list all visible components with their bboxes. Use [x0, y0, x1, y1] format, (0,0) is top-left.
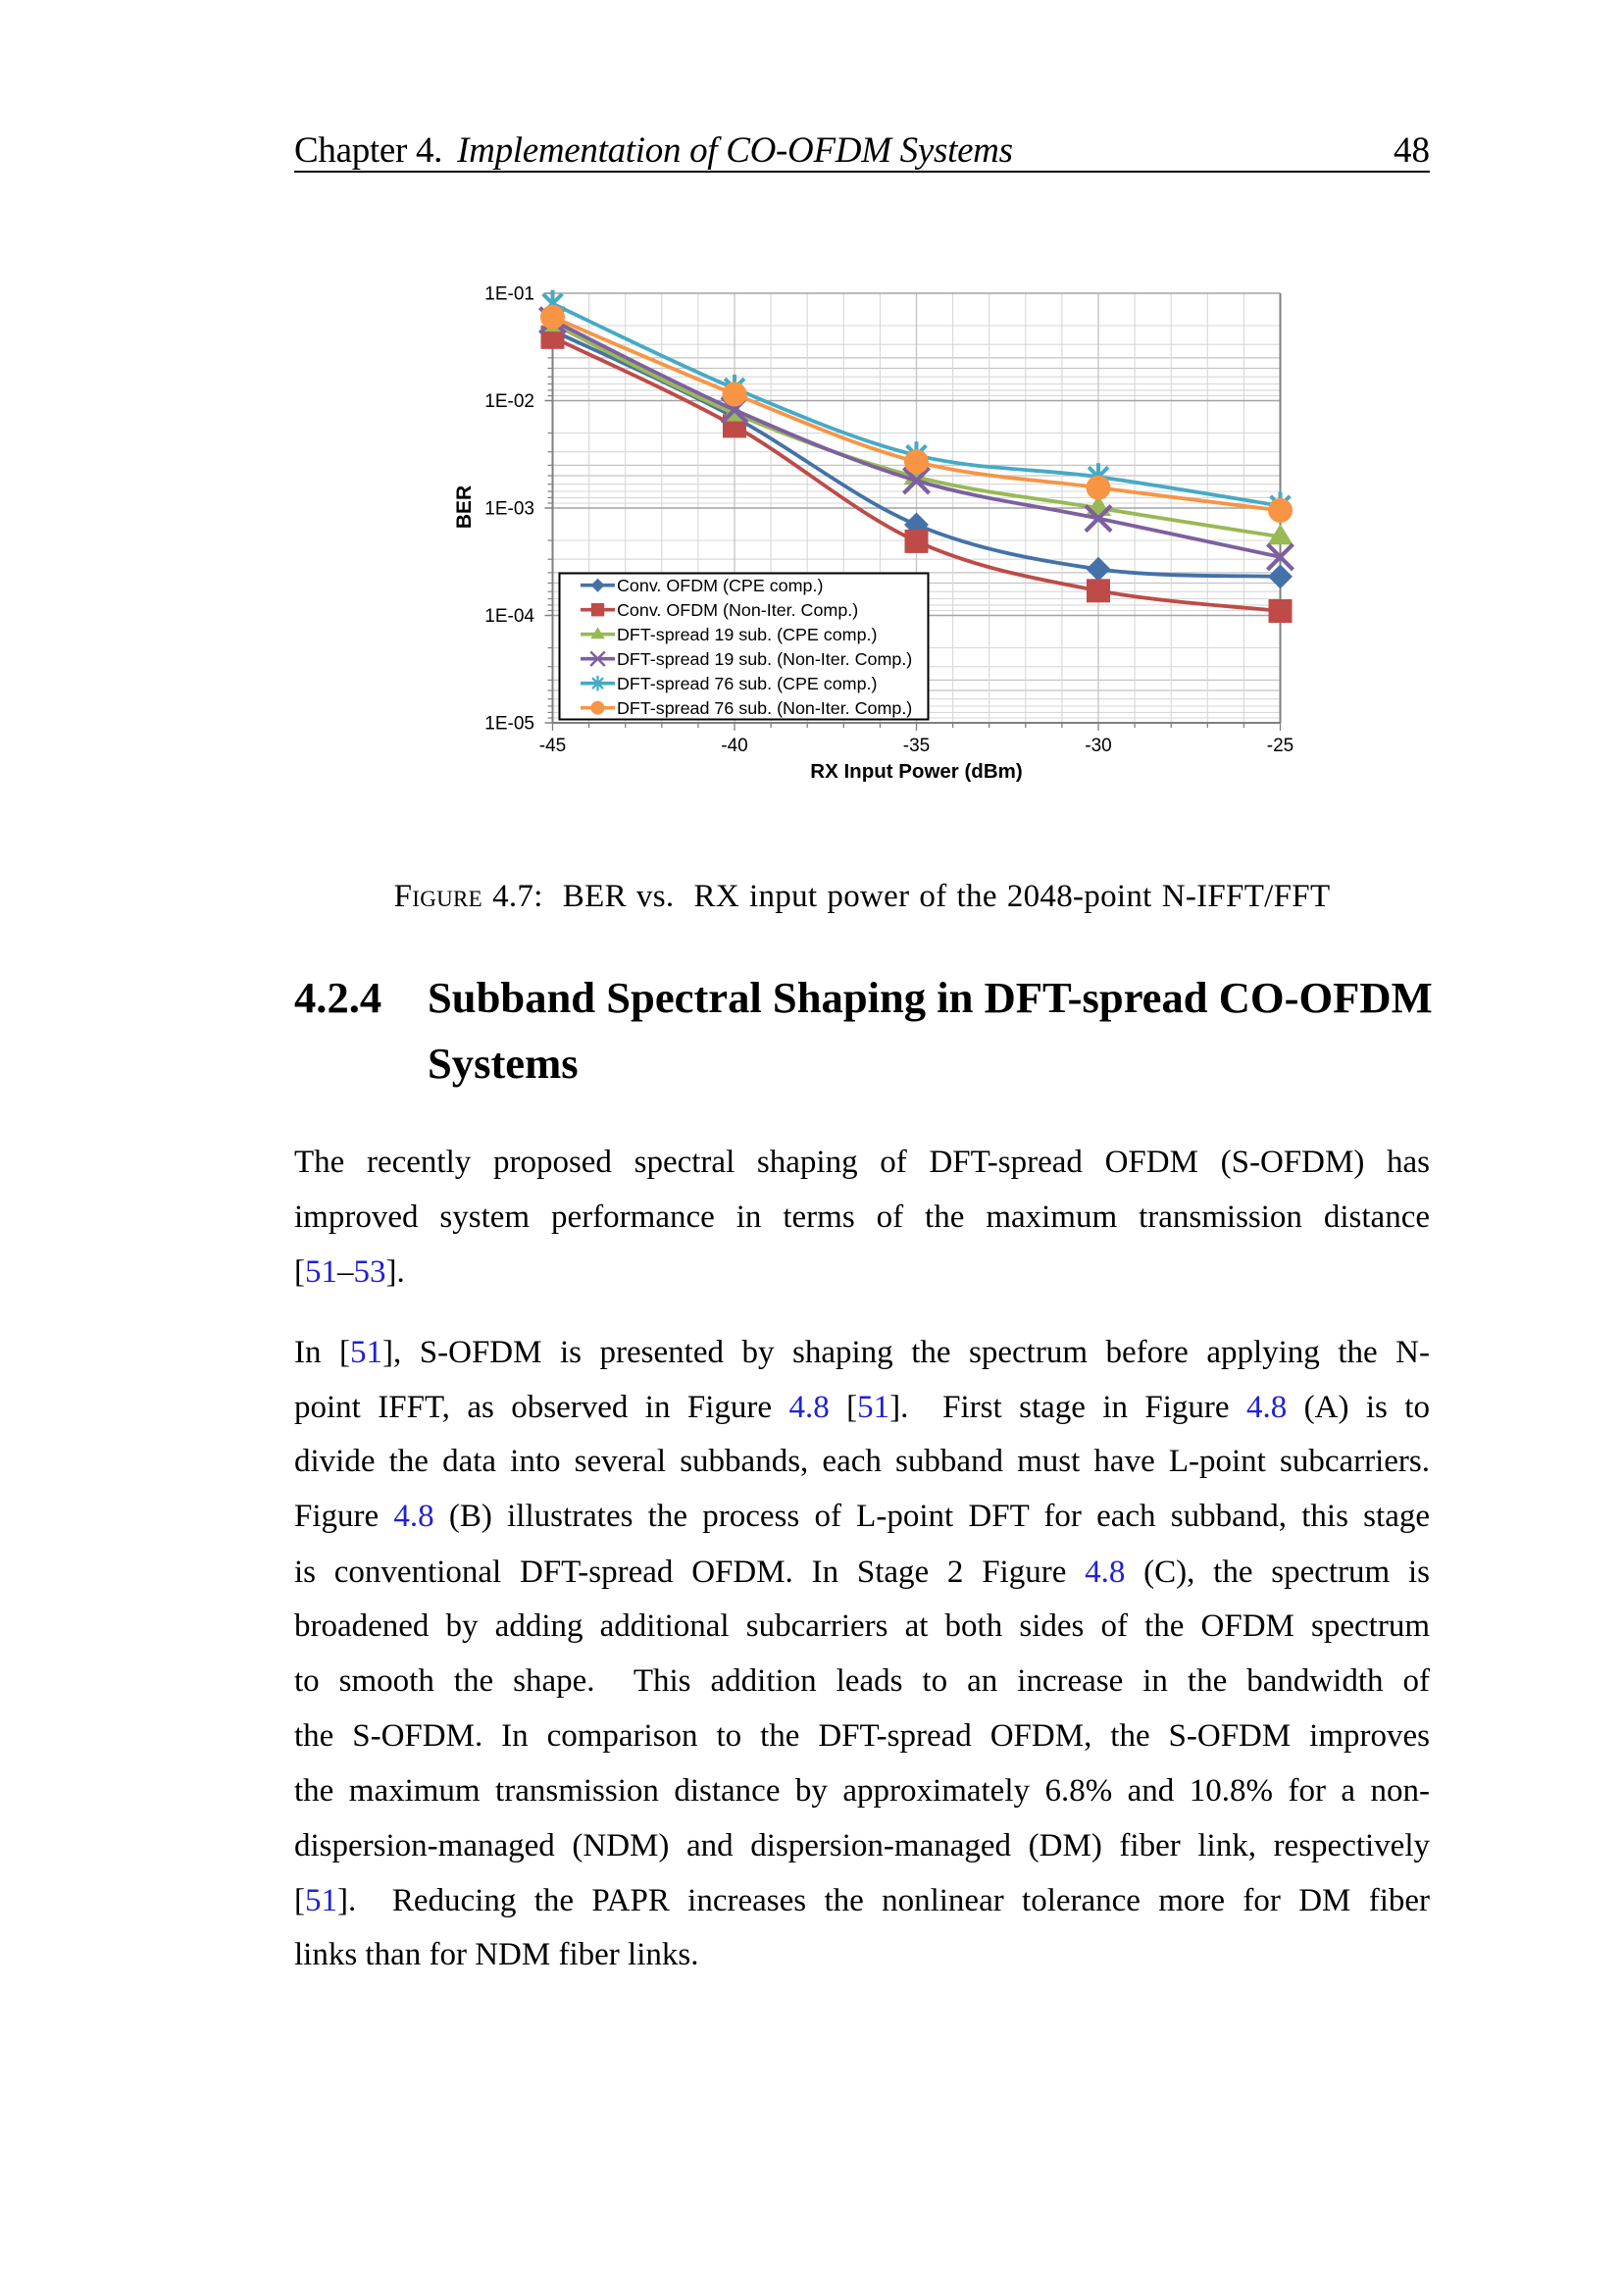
svg-text:-45: -45	[539, 736, 566, 756]
svg-text:1E-02: 1E-02	[484, 391, 534, 412]
svg-text:RX Input Power (dBm): RX Input Power (dBm)	[810, 760, 1022, 783]
svg-text:-30: -30	[1085, 736, 1111, 756]
svg-text:1E-01: 1E-01	[484, 284, 534, 305]
svg-text:DFT-spread 76 sub. (CPE comp.): DFT-spread 76 sub. (CPE comp.)	[617, 674, 877, 693]
svg-text:-40: -40	[721, 736, 747, 756]
svg-text:Conv. OFDM (CPE comp.): Conv. OFDM (CPE comp.)	[617, 576, 823, 595]
svg-text:1E-03: 1E-03	[484, 499, 534, 520]
svg-text:-35: -35	[903, 736, 930, 756]
svg-text:Conv. OFDM (Non-Iter. Comp.): Conv. OFDM (Non-Iter. Comp.)	[617, 600, 858, 620]
svg-text:1E-04: 1E-04	[484, 606, 534, 627]
svg-text:DFT-spread 19 sub. (Non-Iter.: DFT-spread 19 sub. (Non-Iter. Comp.)	[617, 649, 912, 669]
svg-text:BER: BER	[453, 485, 476, 529]
svg-text:1E-05: 1E-05	[484, 714, 534, 735]
svg-text:-25: -25	[1267, 736, 1293, 756]
svg-text:DFT-spread 19 sub. (CPE comp.): DFT-spread 19 sub. (CPE comp.)	[617, 625, 877, 644]
svg-text:DFT-spread 76 sub. (Non-Iter.: DFT-spread 76 sub. (Non-Iter. Comp.)	[617, 698, 912, 718]
